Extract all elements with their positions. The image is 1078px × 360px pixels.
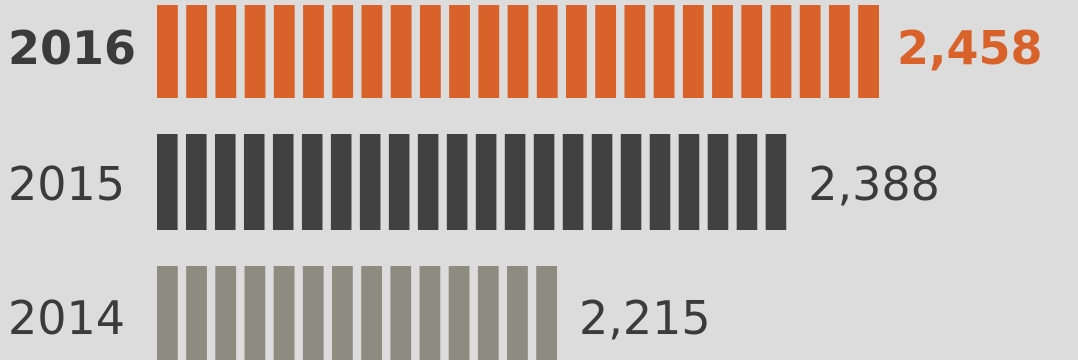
bar-segment: [390, 5, 412, 98]
bar-segment: [157, 266, 178, 360]
year-label-2014: 2014: [8, 291, 125, 345]
bar-segment: [591, 134, 613, 230]
bar-segment: [507, 5, 529, 98]
bar-segment: [624, 5, 646, 98]
bar-segment: [449, 5, 470, 98]
bar-segment: [828, 5, 850, 98]
bar-segment: [388, 134, 410, 230]
bar-segment: [678, 134, 700, 230]
bar-segment: [562, 134, 584, 230]
bar-segment: [244, 5, 266, 98]
value-label-2015: 2,388: [808, 157, 940, 211]
bar-segment: [330, 134, 352, 230]
bar-segment: [332, 266, 353, 360]
bar-segment: [653, 5, 675, 98]
bar-segment: [417, 134, 439, 230]
bar-segment: [736, 134, 758, 230]
bar-2015: [157, 134, 787, 230]
bar-segment: [448, 266, 470, 360]
bar-segment: [215, 5, 237, 98]
bar-segment: [858, 5, 879, 98]
bar-2014: [157, 266, 557, 360]
bar-segment: [649, 134, 671, 230]
bar-segment: [273, 5, 295, 98]
bar-segment: [332, 5, 354, 98]
bar-2016: [157, 5, 879, 98]
bar-segment: [244, 266, 266, 360]
year-label-2016: 2016: [8, 21, 136, 75]
year-label-2015: 2015: [8, 157, 125, 211]
bar-segment: [272, 134, 294, 230]
bar-segment: [419, 5, 441, 98]
bar-segment: [361, 266, 382, 360]
bar-segment: [682, 5, 704, 98]
bar-segment: [536, 266, 557, 360]
bar-segment: [157, 5, 178, 98]
bar-segment: [620, 134, 642, 230]
bar-segment: [770, 5, 792, 98]
bar-segment: [303, 5, 324, 98]
bar-segment: [566, 5, 587, 98]
bar-segment: [446, 134, 468, 230]
value-label-2014: 2,215: [579, 291, 711, 345]
bar-segment: [741, 5, 763, 98]
bar-segment: [799, 5, 821, 98]
bar-segment: [390, 266, 412, 360]
bar-segment: [536, 5, 558, 98]
bar-segment: [504, 134, 526, 230]
bar-segment: [477, 266, 499, 360]
bar-segment: [478, 5, 500, 98]
bar-segment: [157, 134, 178, 230]
bar-segment: [186, 266, 207, 360]
bar-segment: [302, 266, 324, 360]
bar-segment: [595, 5, 617, 98]
bar-segment: [243, 134, 265, 230]
bar-segment: [765, 134, 787, 230]
bar-segment: [712, 5, 733, 98]
bar-segment: [301, 134, 323, 230]
bar-segment: [507, 266, 528, 360]
bar-segment: [359, 134, 381, 230]
bar-segment: [533, 134, 555, 230]
bar-segment: [215, 266, 237, 360]
bar-segment: [273, 266, 295, 360]
bar-segment: [214, 134, 236, 230]
bar-segment: [361, 5, 383, 98]
bar-segment: [475, 134, 497, 230]
bar-segment: [185, 134, 207, 230]
value-label-2016: 2,458: [897, 21, 1043, 75]
bar-segment: [707, 134, 729, 230]
bar-segment: [186, 5, 208, 98]
bar-segment: [419, 266, 441, 360]
